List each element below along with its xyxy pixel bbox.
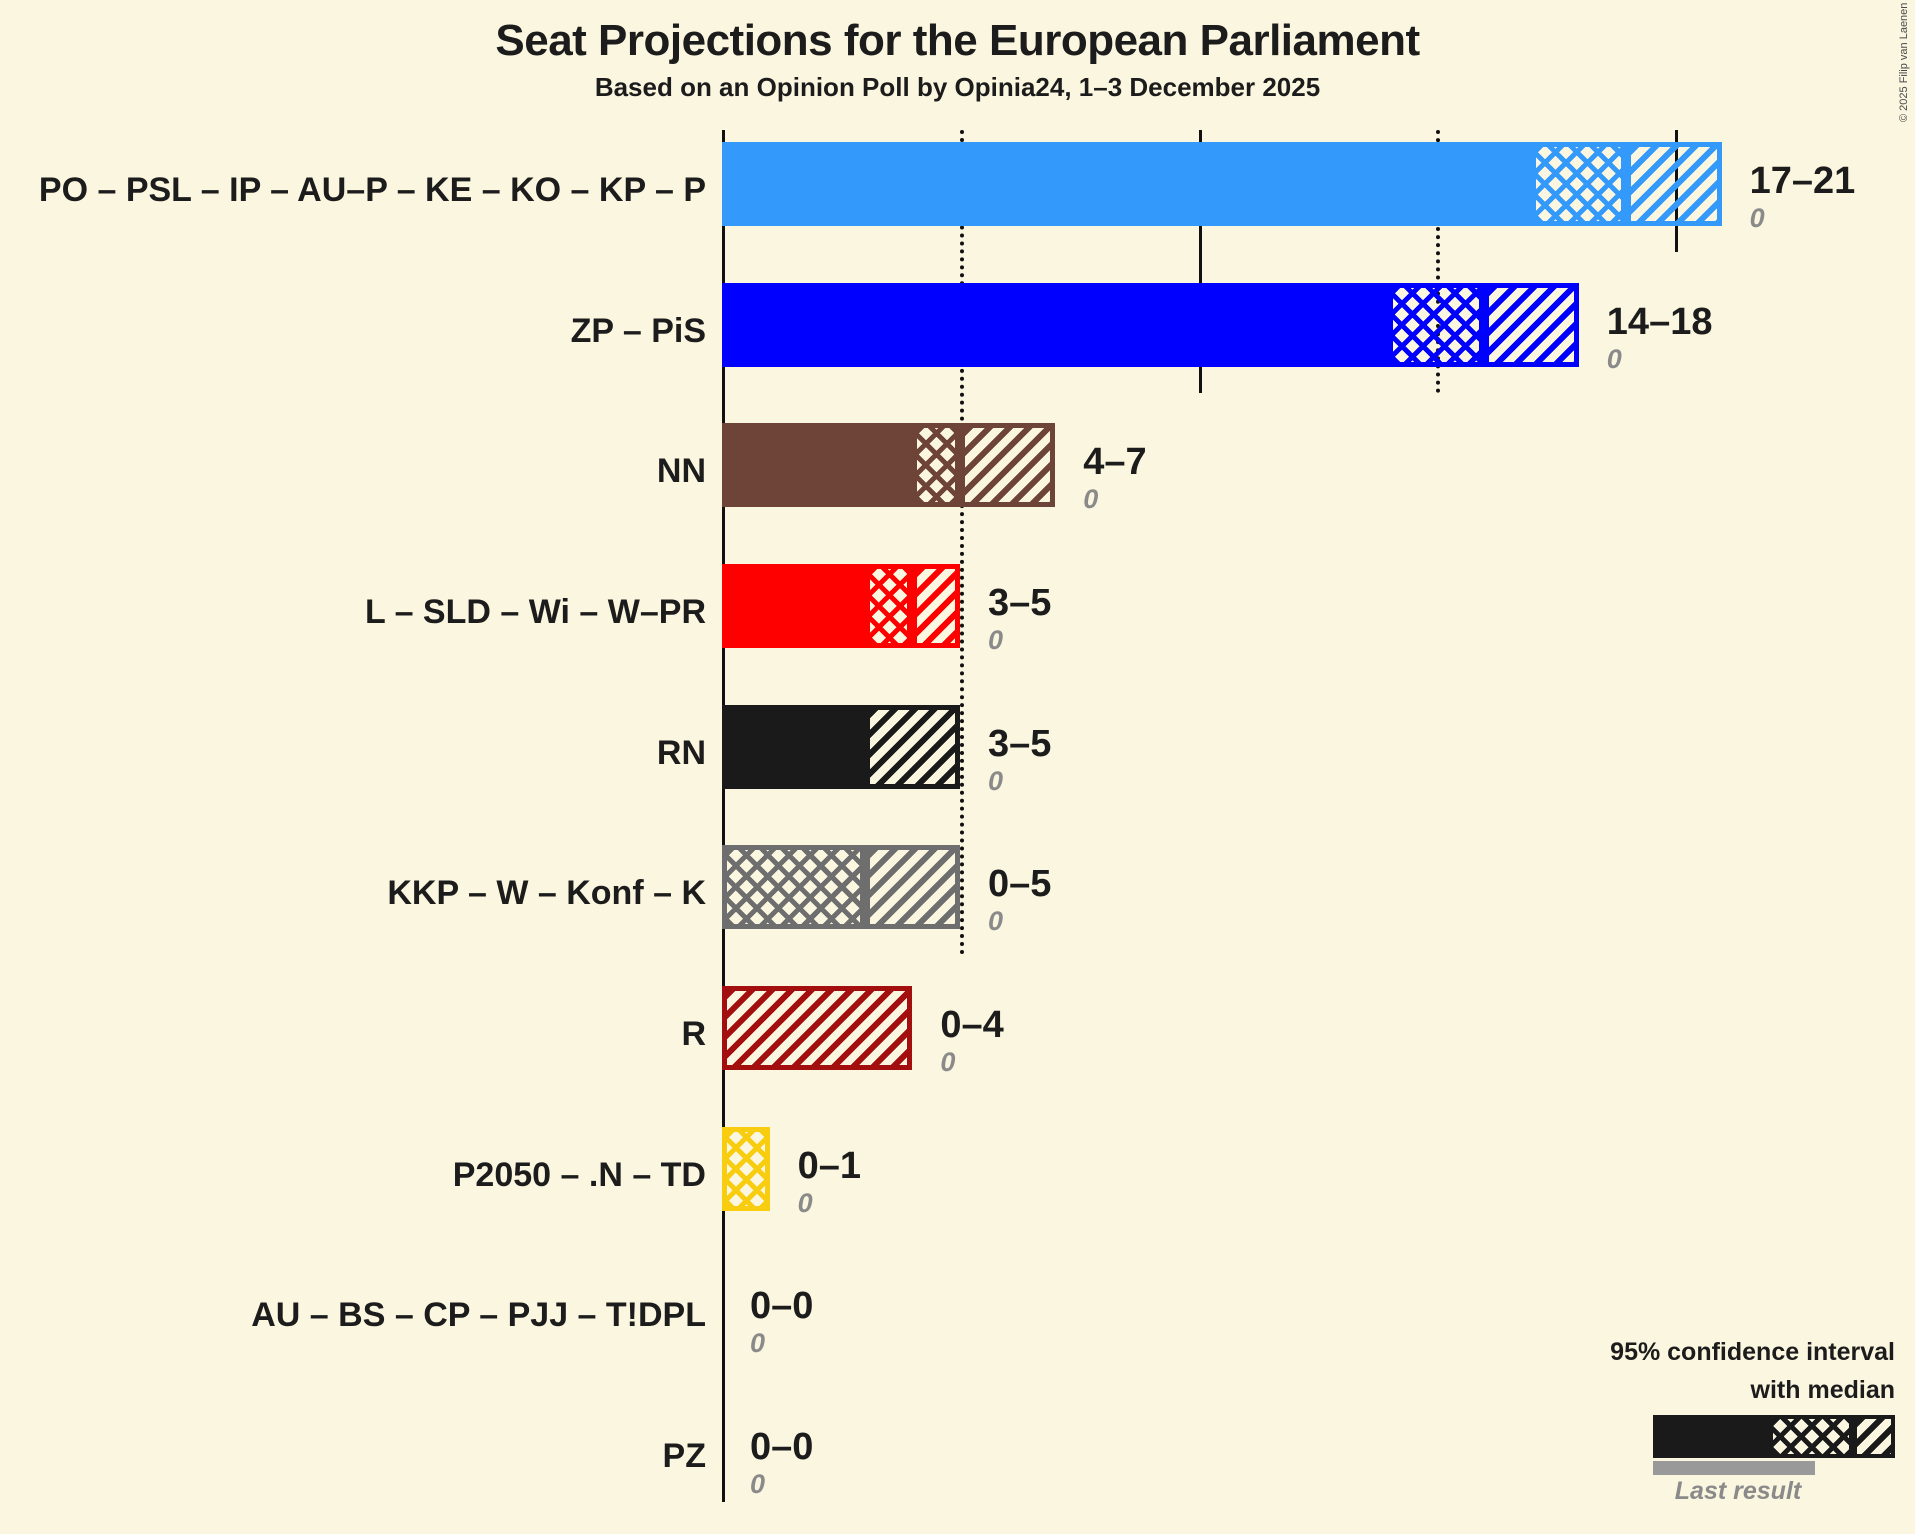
bar-segment-solid: [722, 423, 913, 508]
row-label: R: [681, 1014, 706, 1053]
legend-sample-bar: [1653, 1415, 1895, 1458]
value-range: 0–4: [940, 1003, 1004, 1046]
gridline-solid: [1198, 130, 1202, 393]
last-result-value: 0: [1606, 343, 1622, 374]
bar: [722, 282, 1579, 367]
bar: [722, 563, 960, 648]
bar-segment-diagonal: [912, 563, 960, 648]
value-label-group: 14–18 0: [1607, 300, 1713, 374]
value-range: 0–0: [750, 1285, 814, 1328]
last-result-value: 0: [988, 765, 1004, 796]
legend-ci-label: 95% confidence interval with median: [1195, 1333, 1895, 1409]
row-label: PO – PSL – IP – AU–P – KE – KO – KP – P: [38, 171, 706, 209]
row-label: PZ: [662, 1436, 706, 1475]
value-label-group: 4–7 0: [1083, 440, 1146, 514]
bar-segment-crosshatch: [1388, 282, 1484, 367]
bar-segment-solid: [722, 142, 1532, 226]
bar-segment-diagonal: [959, 423, 1056, 508]
bar-segment-crosshatch: [722, 1126, 770, 1211]
last-result-value: 0: [988, 906, 1004, 937]
value-label-group: 17–21 0: [1750, 159, 1856, 233]
last-result-value: 0: [988, 624, 1004, 655]
value-label-group: 0–0 0: [750, 1425, 813, 1499]
row-label: RN: [656, 733, 706, 772]
bar-segment-crosshatch: [864, 563, 913, 648]
last-result-value: 0: [1083, 484, 1099, 515]
x-axis-baseline: [722, 130, 725, 1502]
value-label-group: 3–5 0: [988, 722, 1051, 796]
value-range: 4–7: [1083, 441, 1147, 484]
bar-segment-crosshatch: [722, 845, 865, 930]
legend-sample-diagonal-segment: [1853, 1415, 1895, 1458]
bar: [722, 985, 913, 1070]
value-range: 17–21: [1749, 160, 1856, 202]
bar-segment-diagonal: [864, 704, 960, 789]
bar-segment-crosshatch: [912, 423, 960, 508]
value-label-group: 0–1 0: [798, 1144, 861, 1218]
bar-segment-diagonal: [1483, 282, 1579, 367]
bar: [722, 423, 1056, 508]
row-label: L – SLD – Wi – W–PR: [364, 592, 706, 631]
value-range: 0–0: [750, 1425, 814, 1468]
legend-ci-line2: with median: [1750, 1376, 1895, 1404]
bar: [722, 1126, 770, 1211]
legend-sample-solid-segment: [1653, 1415, 1769, 1458]
legend-last-result-bar: [1653, 1461, 1815, 1475]
row-label: AU – BS – CP – PJJ – T!DPL: [251, 1296, 706, 1335]
last-result-value: 0: [750, 1468, 766, 1499]
value-label-group: 3–5 0: [988, 581, 1051, 655]
last-result-value: 0: [750, 1328, 766, 1359]
page-title: Seat Projections for the European Parlia…: [495, 16, 1420, 65]
legend-sample-crosshatch-segment: [1769, 1415, 1853, 1458]
bar: [722, 142, 1722, 226]
last-result-value: 0: [1749, 203, 1765, 233]
bar-segment-solid: [722, 563, 865, 648]
value-range: 3–5: [988, 722, 1052, 765]
value-range: 0–5: [988, 863, 1052, 906]
bar-segment-solid: [722, 704, 865, 789]
gridline-dotted: [960, 130, 964, 956]
page-subtitle: Based on an Opinion Poll by Opinia24, 1–…: [594, 72, 1321, 102]
row-label: P2050 – .N – TD: [452, 1155, 706, 1194]
copyright-notice: © 2025 Filip van Laenen: [1898, 2, 1910, 122]
legend-ci-line1: 95% confidence interval: [1610, 1338, 1895, 1366]
value-range: 0–1: [797, 1144, 861, 1187]
value-range: 3–5: [988, 581, 1052, 624]
legend-last-result-label: Last result: [1674, 1477, 1802, 1505]
row-label: KKP – W – Konf – K: [387, 874, 706, 913]
row-label: NN: [656, 452, 706, 491]
last-result-value: 0: [797, 1187, 813, 1218]
bar-segment-diagonal: [1626, 142, 1722, 226]
bar-segment-diagonal: [864, 845, 960, 930]
bar-segment-crosshatch: [1531, 142, 1627, 226]
value-label-group: 0–5 0: [988, 862, 1051, 936]
row-label: ZP – PiS: [570, 311, 706, 350]
bar: [722, 845, 960, 930]
gridline-dotted: [1436, 130, 1440, 393]
value-range: 14–18: [1606, 300, 1713, 343]
value-label-group: 0–0 0: [750, 1284, 813, 1358]
value-label-group: 0–4 0: [940, 1003, 1003, 1077]
last-result-value: 0: [940, 1046, 956, 1077]
bar-segment-solid: [722, 282, 1389, 367]
bar-segment-diagonal: [722, 985, 913, 1070]
bar: [722, 704, 960, 789]
